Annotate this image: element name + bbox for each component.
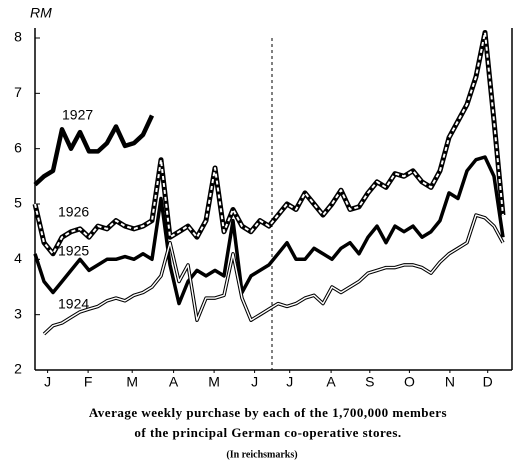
x-tick-label: N <box>445 374 455 390</box>
y-tick-label: 6 <box>14 139 22 155</box>
x-tick-label: J <box>286 374 293 390</box>
series-label: 1925 <box>58 243 89 259</box>
x-tick-label: J <box>44 374 51 390</box>
x-tick-label: S <box>365 374 374 390</box>
x-tick-label: J <box>251 374 258 390</box>
x-tick-label: M <box>208 374 220 390</box>
y-tick-label: 2 <box>14 361 22 377</box>
x-tick-label: M <box>126 374 138 390</box>
y-tick-label: 4 <box>14 250 22 266</box>
series-line <box>33 155 505 306</box>
y-tick-label: 7 <box>14 84 22 100</box>
chart-title: of the principal German co-operative sto… <box>134 425 401 440</box>
series-label: 1927 <box>62 107 93 123</box>
series-label: 1924 <box>58 296 89 312</box>
x-tick-label: A <box>169 374 179 390</box>
chart-subtitle: (In reichsmarks) <box>226 449 297 460</box>
y-tick-label: 5 <box>14 195 22 211</box>
x-tick-label: O <box>404 374 415 390</box>
y-axis-label: RM <box>30 5 52 21</box>
series-line-overlay <box>43 214 504 335</box>
series-label: 1926 <box>58 204 89 220</box>
x-tick-label: D <box>483 374 493 390</box>
y-tick-label: 8 <box>14 29 22 45</box>
chart-title: Average weekly purchase by each of the 1… <box>89 405 447 420</box>
x-tick-label: A <box>326 374 336 390</box>
series-line <box>42 213 505 336</box>
y-tick-label: 3 <box>14 305 22 321</box>
x-tick-label: F <box>84 374 93 390</box>
series-line <box>33 114 155 187</box>
series-line-overlay <box>34 31 504 255</box>
